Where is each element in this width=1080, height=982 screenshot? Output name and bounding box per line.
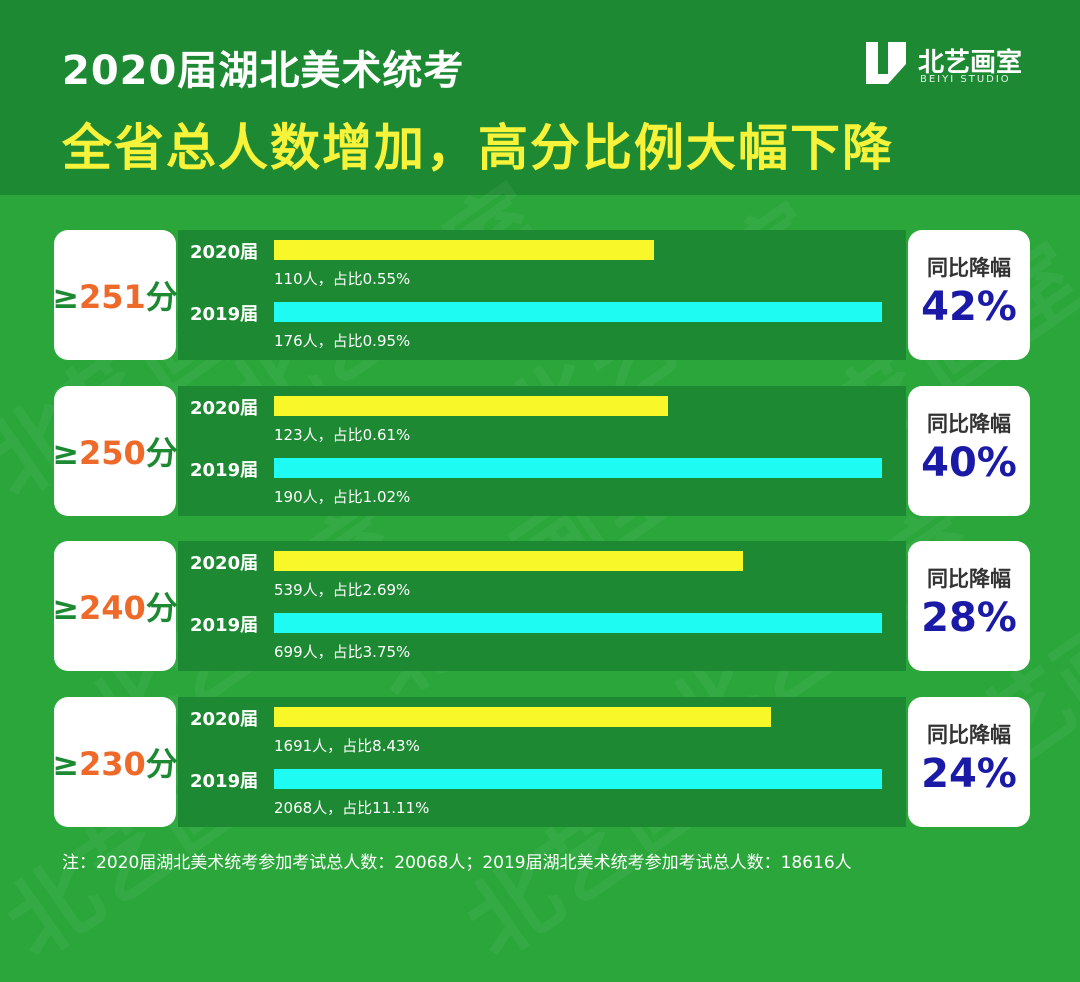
drop-card: 同比降幅 28% bbox=[908, 541, 1030, 671]
series-label: 2019届 bbox=[190, 615, 259, 636]
subtitle: 全省总人数增加，高分比例大幅下降 bbox=[62, 119, 894, 177]
drop-card: 同比降幅 40% bbox=[908, 386, 1030, 516]
data-label: 1691人，占比8.43% bbox=[274, 737, 420, 755]
data-label: 190人，占比1.02% bbox=[274, 488, 411, 506]
score-unit: 分 bbox=[145, 278, 178, 316]
series-label: 2019届 bbox=[190, 771, 259, 792]
drop-label: 同比降幅 bbox=[927, 256, 1011, 280]
drop-card: 同比降幅 42% bbox=[908, 230, 1030, 360]
score-label: ≥230分 bbox=[52, 739, 178, 785]
drop-label: 同比降幅 bbox=[927, 412, 1011, 436]
score-unit: 分 bbox=[145, 434, 178, 472]
bar-2020 bbox=[274, 707, 771, 727]
score-card: ≥240分 bbox=[52, 541, 178, 671]
score-symbol: ≥ bbox=[52, 278, 79, 316]
bar-2019 bbox=[274, 613, 882, 633]
drop-value: 42% bbox=[921, 284, 1017, 330]
drop-value: 24% bbox=[921, 751, 1017, 797]
data-label: 539人，占比2.69% bbox=[274, 581, 411, 599]
series-label: 2020届 bbox=[190, 553, 259, 574]
data-label: 110人，占比0.55% bbox=[274, 270, 411, 288]
series-label: 2020届 bbox=[190, 242, 259, 263]
bar-2019 bbox=[274, 769, 882, 789]
footnote: 注：2020届湖北美术统考参加考试总人数：20068人；2019届湖北美术统考参… bbox=[62, 853, 852, 873]
drop-card: 同比降幅 24% bbox=[908, 697, 1030, 827]
score-card: ≥251分 bbox=[52, 230, 178, 360]
drop-label: 同比降幅 bbox=[927, 723, 1011, 747]
data-label: 123人，占比0.61% bbox=[274, 426, 411, 444]
score-symbol: ≥ bbox=[52, 589, 79, 627]
score-number: 230 bbox=[79, 745, 146, 783]
drop-value: 28% bbox=[921, 595, 1017, 641]
score-label: ≥250分 bbox=[52, 428, 178, 474]
score-card: ≥230分 bbox=[52, 697, 178, 827]
bar-2019 bbox=[274, 458, 882, 478]
data-label: 2068人，占比11.11% bbox=[274, 799, 430, 817]
score-unit: 分 bbox=[145, 589, 178, 627]
data-label: 699人，占比3.75% bbox=[274, 643, 411, 661]
drop-value: 40% bbox=[921, 440, 1017, 486]
logo: 北艺画室 BEIYI STUDIO bbox=[866, 42, 1036, 88]
score-symbol: ≥ bbox=[52, 434, 79, 472]
score-symbol: ≥ bbox=[52, 745, 79, 783]
bar-2020 bbox=[274, 551, 743, 571]
drop-label: 同比降幅 bbox=[927, 567, 1011, 591]
score-unit: 分 bbox=[145, 745, 178, 783]
title: 2020届湖北美术统考 bbox=[62, 48, 465, 94]
score-card: ≥250分 bbox=[52, 386, 178, 516]
bar-2020 bbox=[274, 396, 668, 416]
data-label: 176人，占比0.95% bbox=[274, 332, 411, 350]
score-number: 240 bbox=[79, 589, 146, 627]
series-label: 2019届 bbox=[190, 460, 259, 481]
logo-mark-icon bbox=[866, 42, 906, 84]
series-label: 2020届 bbox=[190, 398, 259, 419]
logo-subtitle: BEIYI STUDIO bbox=[920, 74, 1011, 85]
bar-2019 bbox=[274, 302, 882, 322]
logo-name: 北艺画室 bbox=[918, 48, 1023, 78]
score-number: 251 bbox=[79, 278, 146, 316]
header-band: 2020届湖北美术统考 全省总人数增加，高分比例大幅下降 北艺画室 BEIYI … bbox=[0, 0, 1080, 195]
bar-2020 bbox=[274, 240, 654, 260]
score-label: ≥240分 bbox=[52, 583, 178, 629]
score-label: ≥251分 bbox=[52, 272, 178, 318]
score-number: 250 bbox=[79, 434, 146, 472]
series-label: 2020届 bbox=[190, 709, 259, 730]
series-label: 2019届 bbox=[190, 304, 259, 325]
